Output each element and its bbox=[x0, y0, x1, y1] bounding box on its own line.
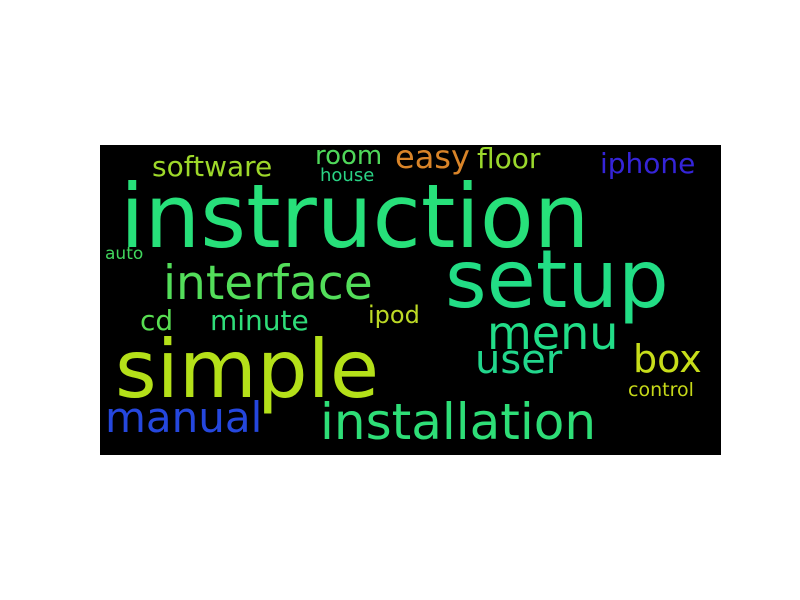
word-simple: simple bbox=[115, 323, 380, 416]
word-room: room bbox=[315, 145, 383, 171]
word-interface: interface bbox=[163, 256, 373, 311]
word-minute: minute bbox=[210, 304, 309, 337]
word-iphone: iphone bbox=[600, 147, 696, 180]
word-software: software bbox=[152, 150, 273, 183]
word-instruction: instruction bbox=[120, 165, 590, 268]
word-easy: easy bbox=[395, 145, 470, 176]
word-house: house bbox=[320, 165, 375, 186]
word-ipod: ipod bbox=[368, 301, 420, 329]
word-box: box bbox=[633, 337, 702, 381]
word-user: user bbox=[475, 337, 563, 383]
word-menu: menu bbox=[487, 306, 619, 360]
word-cloud: instruction setup simple installation in… bbox=[100, 145, 721, 455]
word-control: control bbox=[628, 379, 694, 401]
word-auto: auto bbox=[105, 244, 144, 264]
word-manual: manual bbox=[105, 393, 263, 442]
word-floor: floor bbox=[477, 145, 541, 175]
word-installation: installation bbox=[320, 393, 597, 451]
word-cd: cd bbox=[140, 304, 174, 337]
word-setup: setup bbox=[445, 233, 669, 326]
